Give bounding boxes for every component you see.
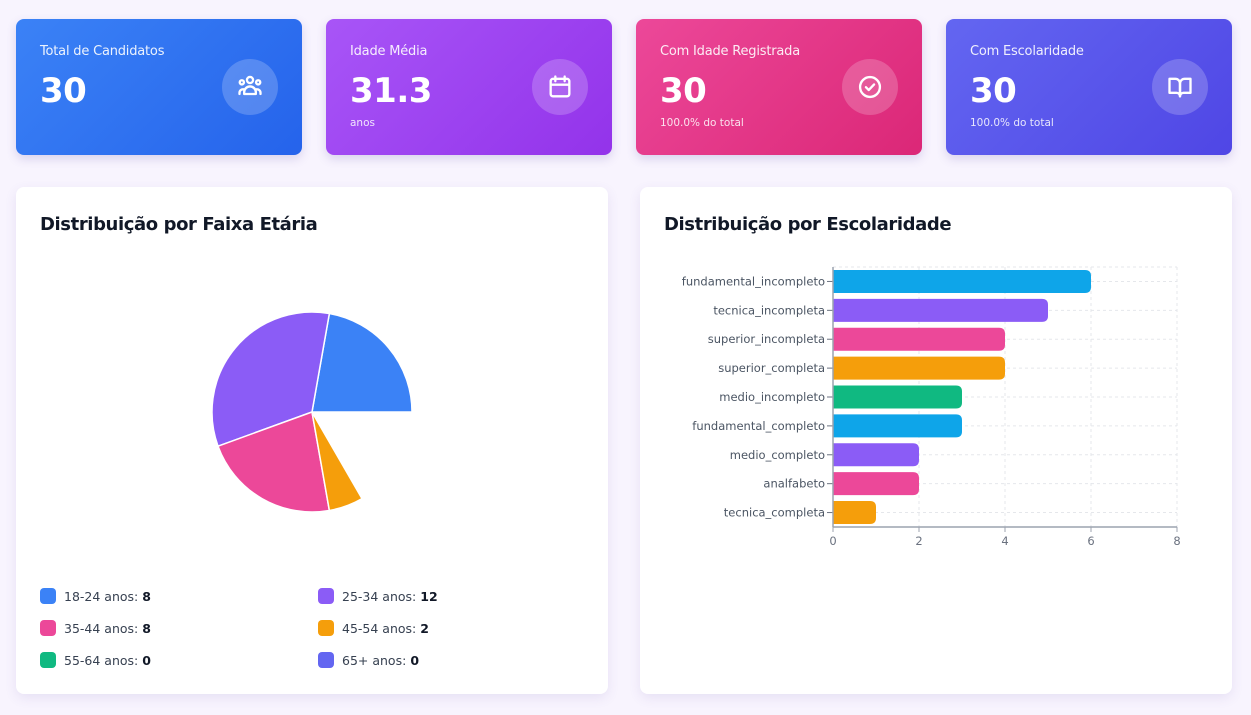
pie-slice-18-24-anos[interactable] — [311, 312, 413, 413]
stat-label: Idade Média — [350, 44, 428, 59]
legend-swatch — [318, 652, 334, 668]
legend-label: 45-54 anos: — [342, 620, 417, 636]
y-tick-label: superior_incompleta — [708, 332, 825, 346]
bar-tecnica_incompleta[interactable] — [833, 298, 1048, 322]
schooling-distribution-panel: Distribuição por Escolaridade fundamenta… — [640, 187, 1232, 694]
bar-tecnica_completa[interactable] — [833, 501, 876, 525]
x-tick-label: 6 — [1087, 534, 1094, 548]
legend-label: 25-34 anos: — [342, 588, 417, 604]
stat-label: Com Idade Registrada — [660, 44, 800, 59]
y-tick-label: superior_completa — [718, 361, 825, 375]
legend-swatch — [40, 652, 56, 668]
pie-slice-25-34-anos[interactable] — [211, 311, 331, 448]
check-circle-icon — [842, 59, 898, 115]
legend-swatch — [318, 620, 334, 636]
bar-fundamental_completo[interactable] — [833, 414, 962, 438]
legend-label: 18-24 anos: — [64, 588, 139, 604]
legend-value: 2 — [420, 620, 429, 636]
bar-superior_completa[interactable] — [833, 356, 1005, 380]
bar-analfabeto[interactable] — [833, 472, 919, 496]
x-tick-label: 0 — [829, 534, 836, 548]
legend-value: 0 — [410, 652, 420, 668]
bar-medio_incompleto[interactable] — [833, 385, 962, 409]
legend-item: 45-54 anos: 2 — [318, 620, 429, 636]
age-pie-chart — [211, 311, 413, 513]
x-tick-label: 4 — [1001, 534, 1008, 548]
pie-slice-45-54-anos[interactable] — [311, 411, 364, 512]
y-tick-label: analfabeto — [763, 477, 825, 491]
legend-value: 0 — [142, 652, 151, 668]
legend-value: 8 — [142, 620, 151, 636]
legend-swatch — [318, 588, 334, 604]
y-tick-label: medio_completo — [730, 448, 825, 462]
panel-title: Distribuição por Escolaridade — [664, 214, 952, 235]
legend-item: 18-24 anos: 8 — [40, 588, 151, 604]
legend-item: 25-34 anos: 12 — [318, 588, 438, 604]
stat-label: Total de Candidatos — [40, 44, 165, 59]
bar-fundamental_incompleto[interactable] — [833, 269, 1091, 293]
schooling-bar-chart: fundamental_incompleto tecnica_incompleta… — [682, 266, 1181, 548]
y-tick-label: fundamental_incompleto — [682, 274, 825, 288]
legend-value: 12 — [420, 588, 438, 604]
stat-value: 31.3 — [350, 71, 432, 111]
stat-card-schooling: Com Escolaridade 30 100.0% do total — [946, 19, 1232, 155]
stat-sub: 100.0% do total — [970, 117, 1054, 129]
x-tick-label: 2 — [915, 534, 922, 548]
users-icon — [222, 59, 278, 115]
legend-value: 8 — [142, 588, 151, 604]
legend-swatch — [40, 620, 56, 636]
bar-medio_completo[interactable] — [833, 443, 919, 467]
age-distribution-panel: Distribuição por Faixa Etária 18-24 anos… — [16, 187, 608, 694]
stat-card-age-registered: Com Idade Registrada 30 100.0% do total — [636, 19, 922, 155]
legend-item: 65+ anos: 0 — [318, 652, 419, 668]
panel-title: Distribuição por Faixa Etária — [40, 214, 318, 235]
stat-card-total-candidates: Total de Candidatos 30 — [16, 19, 302, 155]
bar-superior_incompleta[interactable] — [833, 327, 1005, 351]
stat-value: 30 — [40, 71, 87, 111]
legend-label: 35-44 anos: — [64, 620, 139, 636]
calendar-icon — [532, 59, 588, 115]
legend-item: 35-44 anos: 8 — [40, 620, 151, 636]
y-tick-label: fundamental_completo — [692, 419, 825, 433]
stat-value: 30 — [660, 71, 707, 111]
stat-value: 30 — [970, 71, 1017, 111]
y-tick-label: tecnica_completa — [724, 506, 825, 520]
y-tick-label: tecnica_incompleta — [713, 303, 825, 317]
legend-label: 55-64 anos: — [64, 652, 139, 668]
legend-item: 55-64 anos: 0 — [40, 652, 151, 668]
stat-sub: 100.0% do total — [660, 117, 744, 129]
legend-swatch — [40, 588, 56, 604]
book-open-icon — [1152, 59, 1208, 115]
x-tick-label: 8 — [1173, 534, 1180, 548]
legend-label: 65+ anos: — [342, 652, 407, 668]
stat-label: Com Escolaridade — [970, 44, 1084, 59]
pie-slice-35-44-anos[interactable] — [217, 410, 331, 513]
stat-sub: anos — [350, 117, 375, 129]
stat-card-average-age: Idade Média 31.3 anos — [326, 19, 612, 155]
y-tick-label: medio_incompleto — [719, 390, 825, 404]
